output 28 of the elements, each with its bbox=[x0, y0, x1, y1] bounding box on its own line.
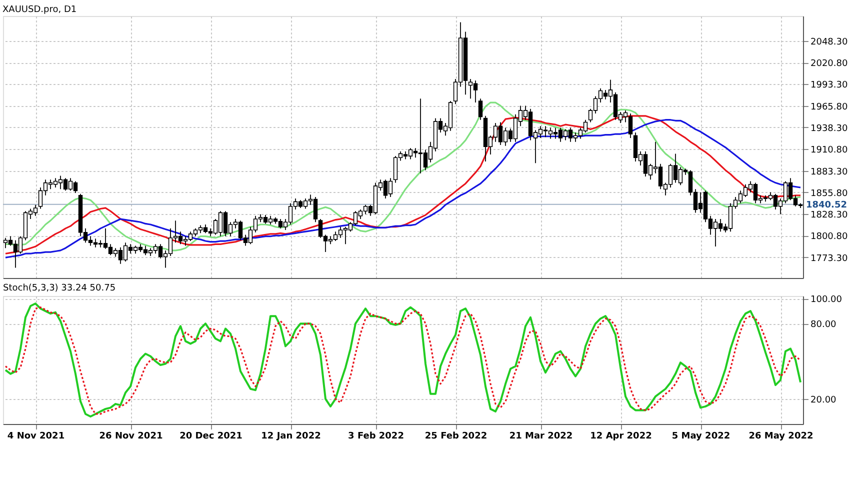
x-tick-label: 4 Nov 2021 bbox=[7, 432, 65, 442]
x-tick-label: 26 Nov 2021 bbox=[99, 432, 163, 442]
x-tick-label: 12 Jan 2022 bbox=[261, 432, 321, 442]
chart-title: XAUUSD.pro, D1 bbox=[2, 5, 77, 15]
y-tick-label: 1910.80 bbox=[810, 146, 848, 156]
y-tick-label: 1883.30 bbox=[810, 167, 848, 178]
x-tick-label: 5 May 2022 bbox=[672, 432, 730, 442]
y-tick-label: 80.00 bbox=[810, 320, 837, 330]
x-tick-label: 12 Apr 2022 bbox=[590, 432, 652, 442]
y-tick-label: 20.00 bbox=[810, 395, 837, 406]
y-tick-label: 100.00 bbox=[810, 295, 842, 306]
y-tick-label: 1828.30 bbox=[810, 210, 848, 221]
y-tick-label: 1773.30 bbox=[810, 254, 848, 264]
y-tick-label: 1938.30 bbox=[810, 124, 848, 134]
y-tick-label: 1965.80 bbox=[810, 102, 848, 112]
x-tick-label: 20 Dec 2021 bbox=[180, 432, 242, 442]
y-tick-label: 1855.80 bbox=[810, 188, 848, 199]
ref-line-label: 1840.52 bbox=[806, 200, 847, 210]
candlestick bbox=[478, 98, 483, 120]
chart-title: Stoch(5,3,3) 33.24 50.75 bbox=[3, 284, 116, 294]
x-tick-label: 25 Feb 2022 bbox=[424, 432, 488, 442]
y-tick-label: 1800.80 bbox=[810, 232, 848, 242]
y-tick-label: 2020.80 bbox=[810, 59, 848, 70]
x-tick-label: 21 Mar 2022 bbox=[509, 432, 573, 442]
x-tick-label: 26 May 2022 bbox=[748, 432, 814, 442]
y-tick-label: 1993.30 bbox=[810, 80, 848, 91]
y-tick-label: 2048.30 bbox=[810, 37, 848, 48]
x-tick-label: 3 Feb 2022 bbox=[348, 432, 404, 442]
